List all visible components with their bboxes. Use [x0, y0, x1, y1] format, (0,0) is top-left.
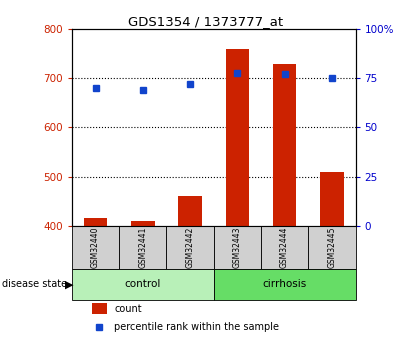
Bar: [119, 226, 166, 269]
Bar: [214, 226, 261, 269]
Text: count: count: [114, 304, 142, 314]
Text: GSM32444: GSM32444: [280, 227, 289, 268]
Text: GSM32441: GSM32441: [139, 227, 147, 268]
Text: disease state: disease state: [2, 279, 67, 289]
Bar: [166, 226, 214, 269]
Text: GSM32442: GSM32442: [186, 227, 194, 268]
Text: GDS1354 / 1373777_at: GDS1354 / 1373777_at: [128, 16, 283, 29]
Text: GSM32445: GSM32445: [328, 227, 336, 268]
Bar: [84, 218, 107, 226]
Bar: [72, 226, 119, 269]
Bar: [320, 171, 344, 226]
Bar: [273, 64, 296, 226]
Bar: [261, 226, 308, 269]
Bar: [72, 269, 214, 300]
Bar: [92, 303, 107, 314]
Text: control: control: [125, 279, 161, 289]
Bar: [178, 196, 202, 226]
Text: cirrhosis: cirrhosis: [263, 279, 307, 289]
Text: ▶: ▶: [65, 279, 74, 289]
Bar: [226, 49, 249, 226]
Text: GSM32440: GSM32440: [91, 227, 100, 268]
Bar: [308, 226, 356, 269]
Text: GSM32443: GSM32443: [233, 227, 242, 268]
Bar: [214, 269, 356, 300]
Bar: [131, 221, 155, 226]
Text: percentile rank within the sample: percentile rank within the sample: [114, 322, 279, 332]
